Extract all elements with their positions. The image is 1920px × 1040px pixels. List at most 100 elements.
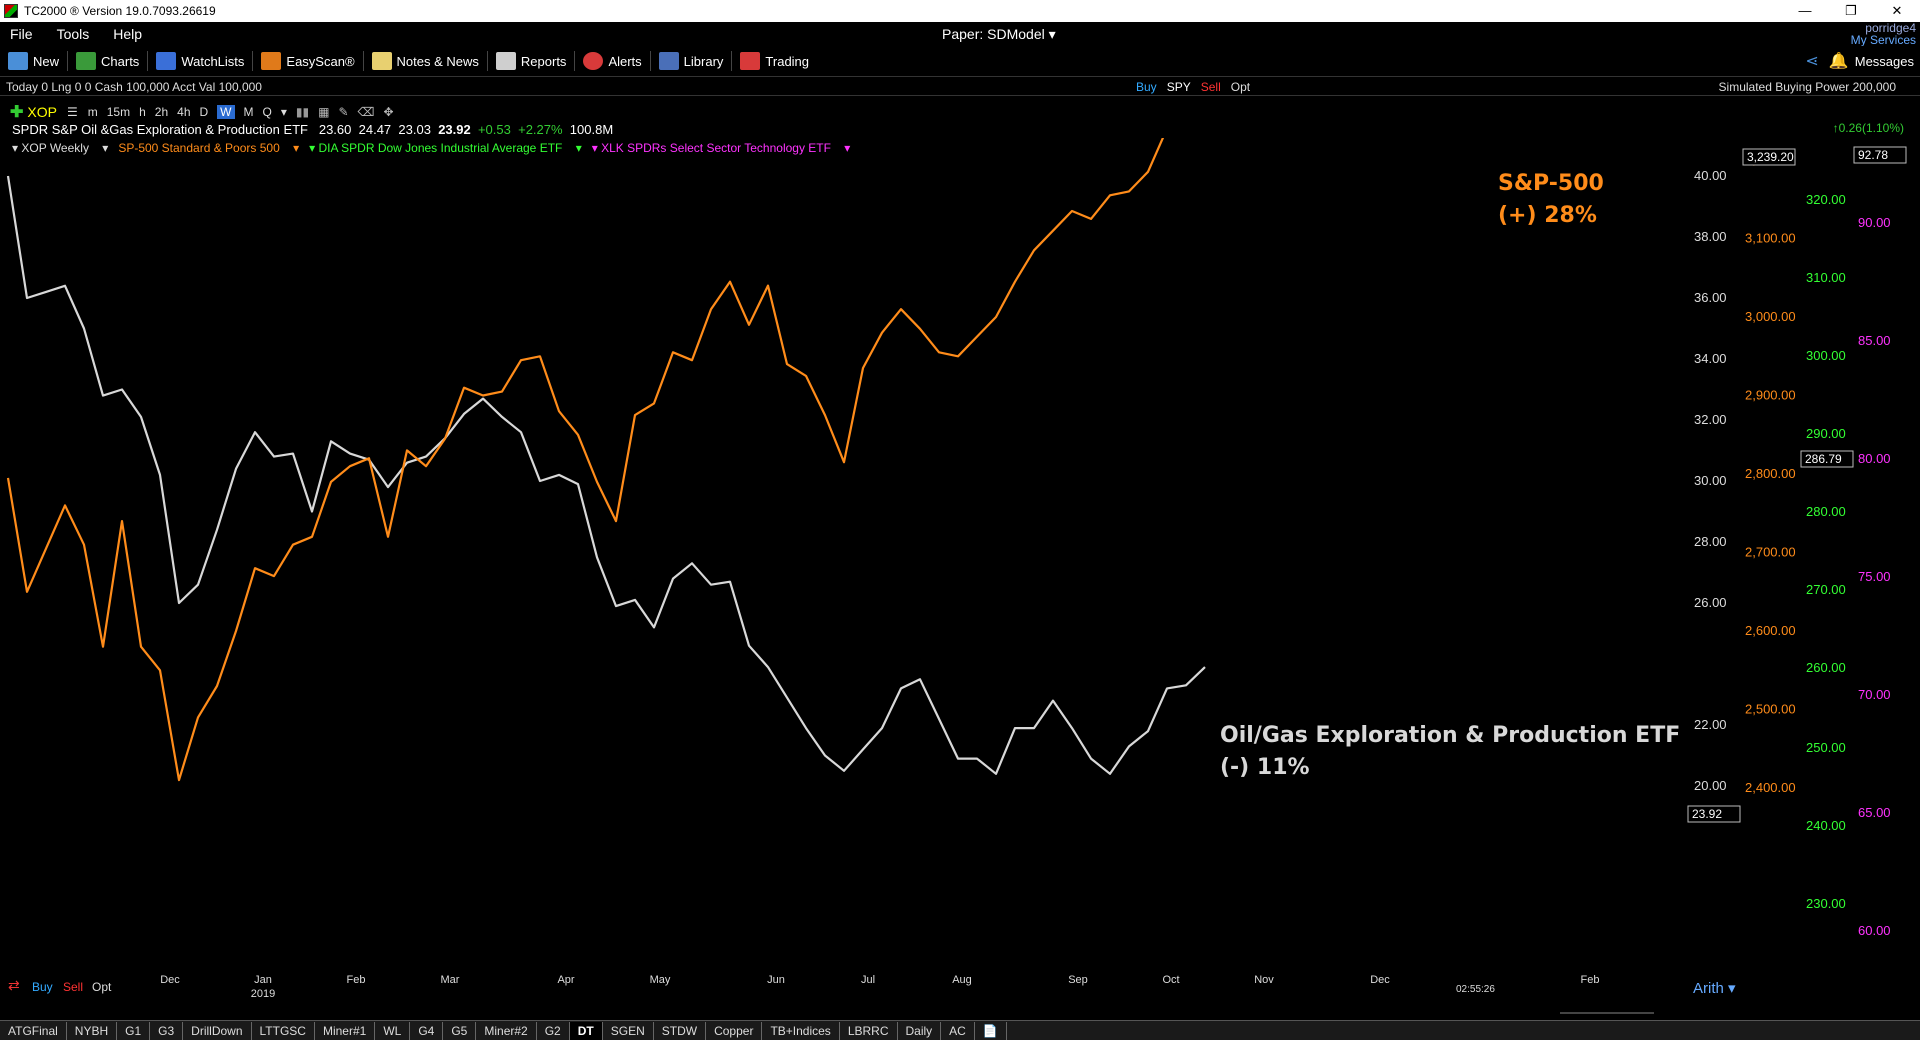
alerts-button[interactable]: Alerts — [583, 51, 651, 71]
minimize-icon[interactable]: — — [1798, 3, 1812, 18]
symbol-field[interactable]: XOP — [27, 104, 57, 120]
charts-button[interactable]: Charts — [76, 51, 149, 71]
layout-tab-g3[interactable]: G3 — [150, 1021, 184, 1040]
chart-trade-icon[interactable]: ⇄ — [8, 977, 20, 993]
list-icon[interactable]: ☰ — [66, 105, 78, 119]
x-tick-label: Jul — [861, 974, 875, 986]
layout-tab-g4[interactable]: G4 — [410, 1021, 444, 1040]
timeframe-2h[interactable]: 2h — [154, 105, 169, 119]
menu-help[interactable]: Help — [113, 26, 143, 42]
layout-tab-daily[interactable]: Daily — [898, 1021, 942, 1040]
layout-tab-miner-1[interactable]: Miner#1 — [315, 1021, 376, 1040]
price-change-pct: +2.27% — [518, 122, 563, 137]
pencil-icon[interactable]: ✎ — [338, 105, 349, 119]
quick-buy-button[interactable]: Buy — [1136, 80, 1157, 94]
new-button[interactable]: New — [8, 51, 69, 71]
chart-sell-button[interactable]: Sell — [63, 980, 83, 994]
layout-tab-atgfinal[interactable]: ATGFinal — [0, 1021, 67, 1040]
menu-file[interactable]: File — [10, 26, 33, 42]
up-arrow-icon: ↑ — [1832, 121, 1839, 135]
timeframe-d[interactable]: D — [199, 105, 209, 119]
watchlists-button[interactable]: WatchLists — [156, 51, 254, 71]
xop-series-line[interactable] — [6, 175, 1206, 775]
bar-style-icon[interactable]: ▮▮ — [295, 105, 310, 119]
spx-series-line[interactable] — [6, 138, 1205, 782]
timeframe-w[interactable]: W — [217, 105, 235, 119]
layout-tab-g1[interactable]: G1 — [117, 1021, 151, 1040]
dia-axis-tick: 270.00 — [1806, 582, 1846, 597]
dia-axis-tick: 310.00 — [1806, 270, 1846, 285]
layout-tab-wl[interactable]: WL — [375, 1021, 411, 1040]
spx-axis-tick: 2,500.00 — [1745, 702, 1796, 717]
menu-tools[interactable]: Tools — [56, 26, 90, 42]
dia-axis-tick: 280.00 — [1806, 504, 1846, 519]
add-tab-icon[interactable]: 📄 — [975, 1021, 1007, 1040]
layout-tab-lttgsc[interactable]: LTTGSC — [252, 1021, 315, 1040]
window-controls: — ❐ ✕ — [1782, 0, 1920, 22]
quick-trade: Buy SPY Sell Opt — [1136, 80, 1250, 94]
layout-tab-g2[interactable]: G2 — [537, 1021, 570, 1040]
layout-tab-sgen[interactable]: SGEN — [603, 1021, 654, 1040]
grid-icon[interactable]: ▦ — [318, 105, 330, 119]
timeframe-h[interactable]: h — [139, 105, 146, 119]
username: porridge4 — [1865, 21, 1916, 35]
trading-button[interactable]: Trading — [740, 51, 817, 71]
main-toolbar: New Charts WatchLists EasyScan® Notes & … — [0, 46, 1920, 76]
add-icon[interactable]: ✚ — [10, 104, 24, 121]
layout-tab-drilldown[interactable]: DrillDown — [183, 1021, 252, 1040]
spx-axis-tick: 2,700.00 — [1745, 545, 1796, 560]
layout-tab-miner-2[interactable]: Miner#2 — [476, 1021, 537, 1040]
layout-tab-g5[interactable]: G5 — [443, 1021, 477, 1040]
move-icon[interactable]: ✥ — [383, 105, 394, 119]
eraser-icon[interactable]: ⌫ — [357, 105, 375, 119]
notes-icon — [371, 52, 392, 70]
reports-button[interactable]: Reports — [495, 51, 576, 71]
x-tick-label: May — [650, 974, 671, 986]
notes-news-button[interactable]: Notes & News — [371, 51, 488, 71]
timeframe-4h[interactable]: 4h — [177, 105, 191, 119]
layout-tab-ac[interactable]: AC — [941, 1021, 975, 1040]
close-icon[interactable]: ✕ — [1891, 3, 1903, 18]
overlay-xop[interactable]: ▾ XOP Weekly ▾ — [12, 141, 109, 155]
library-button[interactable]: Library — [658, 51, 733, 71]
quick-sell-button[interactable]: Sell — [1200, 80, 1221, 94]
quick-trade-symbol[interactable]: SPY — [1166, 80, 1191, 94]
restore-icon[interactable]: ❐ — [1845, 3, 1857, 18]
timeframe-mo[interactable]: M — [243, 105, 254, 119]
account-strip: Today 0 Lng 0 0 Cash 100,000 Acct Val 10… — [0, 76, 1920, 96]
layout-tab-copper[interactable]: Copper — [706, 1021, 763, 1040]
paper-account-dropdown[interactable]: Paper: SDModel ▾ — [942, 26, 1056, 42]
share-icon[interactable]: ⋖ — [1805, 53, 1819, 70]
chart-buy-button[interactable]: Buy — [32, 980, 53, 994]
xop-annotation-return: (-) 11% — [1220, 755, 1310, 780]
overlay-dia[interactable]: ▾ DIA SPDR Dow Jones Industrial Average … — [309, 141, 582, 155]
layout-tab-dt[interactable]: DT — [569, 1021, 603, 1040]
layout-tab-stdw[interactable]: STDW — [654, 1021, 707, 1040]
overlay-xlk[interactable]: ▾ XLK SPDRs Select Sector Technology ETF… — [591, 141, 851, 155]
price-chart[interactable]: Dec Jan Feb Mar Apr May Jun Jul Aug Sep Oct Nov Dec F… — [0, 138, 1920, 1020]
timeframe-15m[interactable]: 15m — [106, 105, 131, 119]
overlay-spx[interactable]: SP-500 Standard & Poors 500 ▾ — [118, 141, 300, 155]
chart-icon — [76, 52, 97, 70]
xlk-axis-tick: 80.00 — [1858, 451, 1891, 466]
bell-icon[interactable]: 🔔 — [1828, 53, 1849, 70]
my-services-link[interactable]: My Services — [1850, 33, 1916, 47]
quick-opt-button[interactable]: Opt — [1230, 80, 1251, 94]
user-info[interactable]: porridge4 My Services — [1851, 22, 1916, 46]
layout-tab-lbrrc[interactable]: LBRRC — [840, 1021, 898, 1040]
timeframe-q[interactable]: Q — [262, 105, 272, 119]
easyscan-button[interactable]: EasyScan® — [261, 51, 364, 71]
layout-tab-tb-indices[interactable]: TB+Indices — [762, 1021, 840, 1040]
dia-axis-tick: 320.00 — [1806, 192, 1846, 207]
dropdown-icon[interactable]: ▾ — [280, 105, 287, 119]
timeframe-m[interactable]: m — [87, 105, 98, 119]
series-layer — [6, 138, 1206, 782]
chart-opt-button[interactable]: Opt — [92, 980, 112, 994]
x-tick-label: Feb — [1581, 974, 1600, 986]
menu-bar: File Tools Help Paper: SDModel ▾ porridg… — [0, 22, 1920, 46]
quote-line: SPDR S&P Oil &Gas Exploration & Producti… — [12, 122, 613, 137]
scale-mode-dropdown[interactable]: Arith ▾ — [1693, 980, 1736, 997]
messages-button[interactable]: Messages — [1854, 53, 1914, 69]
layout-tab-nybh[interactable]: NYBH — [67, 1021, 118, 1040]
x-year-label: 2019 — [251, 988, 275, 1000]
